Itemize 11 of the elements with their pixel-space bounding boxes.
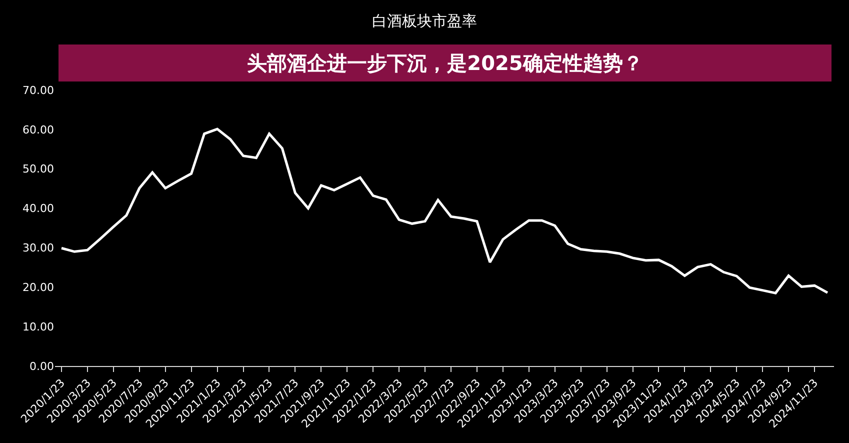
chart-title: 白酒板块市盈率 bbox=[372, 12, 477, 30]
y-tick-label: 30.00 bbox=[22, 242, 54, 255]
y-tick-label: 50.00 bbox=[22, 162, 54, 176]
y-tick-label: 70.00 bbox=[22, 84, 54, 97]
line-series bbox=[60, 128, 829, 294]
y-tick-label: 60.00 bbox=[22, 123, 54, 136]
y-tick-label: 0.00 bbox=[30, 360, 54, 373]
y-tick-label: 10.00 bbox=[22, 320, 54, 334]
y-tick-label: 40.00 bbox=[22, 202, 54, 216]
y-tick-label: 20.00 bbox=[22, 280, 54, 294]
text: 头部酒企进一步下沉，是2025确定性趋势？ bbox=[247, 51, 643, 75]
